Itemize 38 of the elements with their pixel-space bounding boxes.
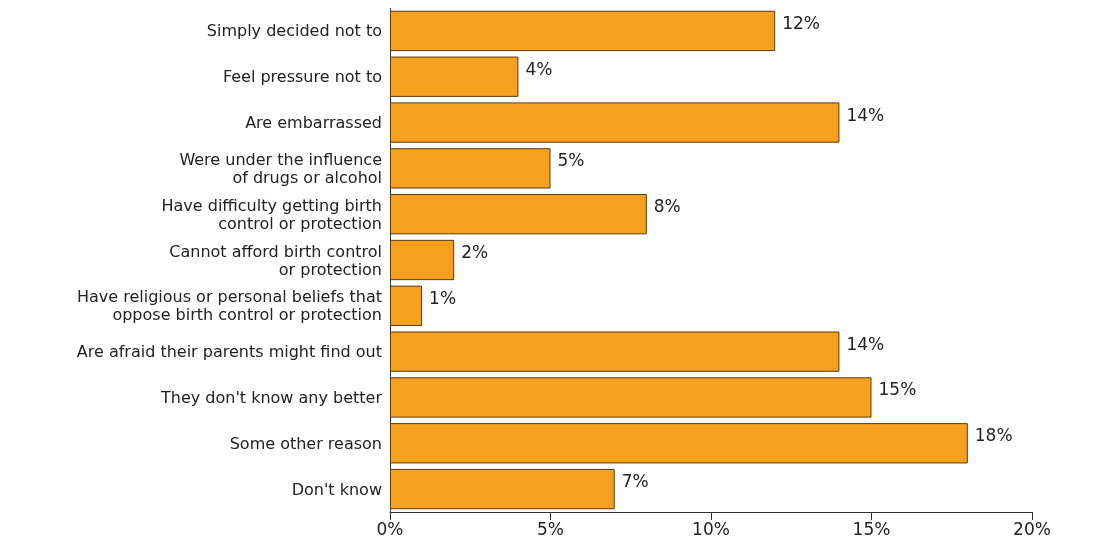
bar <box>390 194 647 235</box>
y-tick-label: Have religious or personal beliefs that oppose birth control or protection <box>76 287 382 325</box>
data-label: 12% <box>782 12 820 33</box>
y-tick-label: Are afraid their parents might find out <box>76 342 382 362</box>
x-tick-label: 0% <box>376 518 404 539</box>
y-tick-label: Simply decided not to <box>206 21 382 41</box>
y-tick-label: Were under the influence of drugs or alcohol <box>179 149 382 187</box>
x-tick-label: 15% <box>852 518 891 539</box>
bar <box>390 285 423 326</box>
data-label: 8% <box>653 196 681 217</box>
bar <box>390 10 776 52</box>
data-label: 14% <box>846 333 885 354</box>
y-tick-label: Some other reason <box>229 433 382 453</box>
bar <box>390 377 872 418</box>
y-tick-label: Cannot afford birth control or protection <box>169 241 382 279</box>
y-tick-label: Have difficulty getting birth control or protection <box>161 195 382 233</box>
bar <box>390 56 519 97</box>
x-tick-label: 5% <box>537 518 564 539</box>
bar <box>390 102 840 143</box>
y-tick-label: Feel pressure not to <box>222 67 382 87</box>
y-tick-label: Are embarrassed <box>245 113 382 133</box>
bar <box>390 468 615 510</box>
bar <box>390 423 968 464</box>
data-label: 5% <box>557 150 585 171</box>
bar <box>390 239 455 281</box>
y-tick-label: Don't know <box>291 479 382 499</box>
bar <box>390 148 551 189</box>
data-label: 14% <box>846 104 885 125</box>
x-tick-label: 20% <box>1013 518 1051 539</box>
y-tick-label: They don't know any better <box>160 387 383 407</box>
data-label: 1% <box>429 287 457 308</box>
x-tick-label: 10% <box>692 518 730 539</box>
data-label: 2% <box>461 242 489 262</box>
data-label: 18% <box>974 425 1013 446</box>
data-label: 4% <box>525 58 553 79</box>
data-label: 15% <box>878 379 917 400</box>
data-label: 7% <box>621 471 649 492</box>
bar <box>390 331 840 372</box>
